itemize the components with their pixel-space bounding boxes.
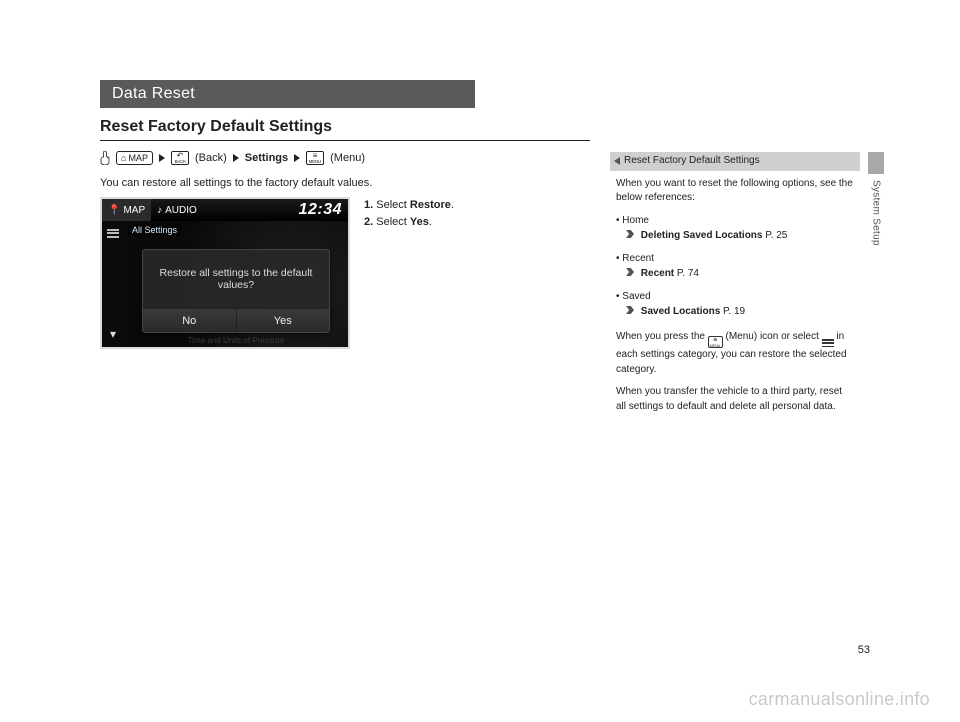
menu-lines-icon: ≡ [313,152,318,160]
sidebar-item-home: Home Deleting Saved Locations P. 25 [616,214,854,244]
note1-a: When you press the [616,331,708,342]
ref-title: Deleting Saved Locations [641,230,763,241]
back-text: (Back) [195,152,227,164]
section-header: Data Reset [100,80,475,108]
sidebar-item-saved: Saved Saved Locations P. 19 [616,290,854,320]
sidebar-item-label: Saved [622,291,650,302]
restore-dialog: Restore all settings to the default valu… [142,249,330,333]
screenshot-tab-map: 📍 MAP [102,199,151,221]
screenshot-left-rail: ▾ [102,221,124,347]
settings-label: Settings [245,152,288,164]
sidebar-item-label: Recent [622,253,654,264]
map-label: MAP [128,153,148,163]
down-arrow-icon: ▾ [110,327,116,341]
sidebar-intro: When you want to reset the following opt… [616,177,854,206]
steps-list: 1. Select Restore. 2. Select Yes. [364,197,454,349]
sidebar-heading: Reset Factory Default Settings [610,152,860,171]
step-1-action: Restore [410,199,451,211]
step-2-action: Yes [410,216,429,228]
tab-audio-label: AUDIO [165,205,197,216]
watermark: carmanualsonline.info [749,689,930,710]
divider [100,140,590,141]
step-2-text-a: Select [376,216,410,228]
menu-button-icon: ≡MENU [708,336,723,348]
screenshot-content: All Settings Restore all settings to the… [124,221,348,347]
chevron-right-icon [233,154,239,162]
tab-map-label: MAP [123,205,145,216]
dialog-message: Restore all settings to the default valu… [143,250,329,308]
section-title: Data Reset [112,85,195,103]
sidebar-item-recent: Recent Recent P. 74 [616,252,854,282]
sidebar-column: Reset Factory Default Settings When you … [610,152,860,422]
manual-page: Data Reset Reset Factory Default Setting… [0,0,960,722]
screenshot-topbar: 📍 MAP ♪ AUDIO 12:34 [102,199,348,221]
back-button-icon: ↶ BACK [171,151,189,165]
map-button-icon: MAP [116,151,153,165]
dialog-yes-button[interactable]: Yes [237,308,330,332]
step-2-num: 2. [364,216,373,228]
main-column: Reset Factory Default Settings MAP ↶ BAC… [100,118,590,349]
step-1-num: 1. [364,199,373,211]
intro-text: You can restore all settings to the fact… [100,177,590,189]
chapter-tab: System Setup [868,152,884,246]
step-1-text-c: . [451,199,454,211]
finger-icon [100,151,110,165]
dimmed-row-text: Time and Units of Pressure [124,336,348,345]
chevron-right-icon [159,154,165,162]
sidebar-note-1: When you press the ≡MENU (Menu) icon or … [616,330,854,378]
screenshot-row: 📍 MAP ♪ AUDIO 12:34 ▾ All Settings [100,197,590,349]
step-1-text-a: Select [376,199,410,211]
back-icon-label: BACK [174,160,185,165]
all-settings-label: All Settings [128,224,181,236]
step-2-text-c: . [429,216,432,228]
screenshot-tab-audio: ♪ AUDIO [151,199,203,221]
ref-page: P. 74 [677,268,699,279]
breadcrumb: MAP ↶ BACK (Back) Settings ≡ MENU (Menu) [100,151,590,165]
note1-b: (Menu) icon or select [723,331,822,342]
menu-text: (Menu) [330,152,365,164]
sidebar-list: Home Deleting Saved Locations P. 25 Rece… [616,214,854,320]
chevron-right-icon [294,154,300,162]
ref-page: P. 19 [723,306,745,317]
chapter-tab-marker [868,152,884,174]
note-icon: ♪ [157,205,162,216]
hamburger-icon [107,227,119,239]
device-screenshot: 📍 MAP ♪ AUDIO 12:34 ▾ All Settings [100,197,350,349]
dialog-no-button[interactable]: No [143,308,237,332]
page-subtitle: Reset Factory Default Settings [100,118,590,136]
sidebar-item-ref: Recent P. 74 [616,267,854,282]
pin-icon: 📍 [108,205,120,216]
sidebar-note-2: When you transfer the vehicle to a third… [616,385,854,414]
step-1: 1. Select Restore. [364,197,454,214]
sidebar-item-ref: Deleting Saved Locations P. 25 [616,229,854,244]
ref-page: P. 25 [765,230,787,241]
sidebar-heading-text: Reset Factory Default Settings [624,154,760,169]
step-2: 2. Select Yes. [364,214,454,231]
menu-icon-label: MENU [710,344,721,348]
sidebar-item-ref: Saved Locations P. 19 [616,305,854,320]
dialog-buttons: No Yes [143,308,329,332]
hamburger-icon [822,338,834,348]
back-arrow-icon: ↶ [177,152,184,160]
page-number: 53 [858,644,870,656]
screenshot-clock: 12:34 [299,201,348,219]
ref-title: Saved Locations [641,306,720,317]
chapter-tab-label: System Setup [871,180,882,246]
sidebar-body: When you want to reset the following opt… [610,177,860,415]
menu-button-icon: ≡ MENU [306,151,324,165]
sidebar-item-label: Home [622,215,649,226]
menu-icon-label: MENU [309,160,321,165]
ref-title: Recent [641,268,674,279]
